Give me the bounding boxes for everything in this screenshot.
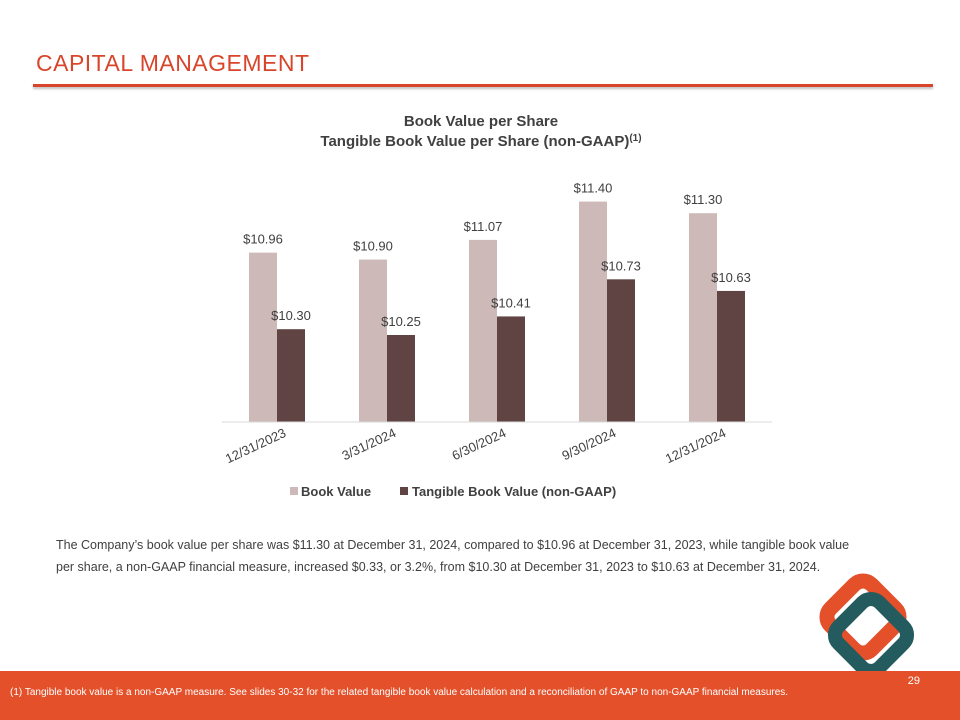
data-label-book-value-3: $11.40 — [574, 181, 613, 196]
data-label-tangible-book-value-4: $10.63 — [711, 270, 751, 285]
labels-layer: $10.96 $10.30 $10.90 $10.25 $11.07 $10.41 $11.… — [243, 181, 751, 329]
footnote: (1) Tangible book value is a non-GAAP me… — [10, 687, 789, 698]
data-label-book-value-0: $10.96 — [243, 232, 283, 247]
chart-subtitle-superscript: (1) — [629, 133, 641, 144]
bar-tangible-book-value-4 — [717, 290, 745, 422]
bar-book-value-4 — [689, 213, 717, 422]
bars-layer — [249, 201, 745, 422]
bar-tangible-book-value-3 — [607, 279, 635, 422]
bar-tangible-book-value-2 — [497, 316, 525, 422]
data-label-book-value-2: $11.07 — [464, 219, 503, 234]
chart-subtitle: Tangible Book Value per Share (non-GAAP)… — [320, 133, 641, 150]
summary-text: The Company’s book value per share was $… — [56, 538, 850, 574]
legend-swatch-tangible-book-value — [400, 487, 408, 495]
x-tick-label-0: 12/31/2023 — [223, 425, 288, 466]
x-tick-labels: 12/31/2023 3/31/2024 6/30/2024 9/30/2024 12/… — [223, 425, 728, 466]
legend-swatch-book-value — [290, 487, 298, 495]
data-label-book-value-1: $10.90 — [353, 239, 393, 254]
footer-bar: 29 (1) Tangible book value is a non-GAAP… — [0, 671, 960, 720]
x-tick-label-3: 9/30/2024 — [560, 425, 619, 463]
bar-tangible-book-value-1 — [387, 335, 415, 422]
x-tick-label-4: 12/31/2024 — [663, 425, 728, 466]
data-label-tangible-book-value-3: $10.73 — [601, 258, 641, 273]
data-label-tangible-book-value-2: $10.41 — [491, 295, 531, 310]
bar-book-value-0 — [249, 252, 277, 422]
data-label-book-value-4: $11.30 — [684, 192, 723, 207]
x-tick-label-2: 6/30/2024 — [450, 425, 509, 463]
legend-label-book-value: Book Value — [301, 484, 371, 499]
bar-chart: Book Value per Share Tangible Book Value… — [222, 113, 772, 499]
bar-book-value-2 — [469, 239, 497, 422]
legend-label-tangible-book-value: Tangible Book Value (non-GAAP) — [412, 484, 616, 499]
legend: Book Value Tangible Book Value (non-GAAP… — [290, 484, 616, 499]
bar-book-value-3 — [579, 201, 607, 422]
company-logo — [819, 573, 915, 679]
chart-subtitle-text: Tangible Book Value per Share (non-GAAP) — [320, 133, 629, 150]
page-title: CAPITAL MANAGEMENT — [36, 50, 310, 76]
data-label-tangible-book-value-1: $10.25 — [381, 314, 421, 329]
data-label-tangible-book-value-0: $10.30 — [271, 308, 311, 323]
bar-tangible-book-value-0 — [277, 329, 305, 422]
x-tick-label-1: 3/31/2024 — [340, 425, 399, 463]
logo-teal-diamond — [827, 591, 915, 679]
chart-title: Book Value per Share — [404, 113, 558, 130]
title-divider — [33, 84, 933, 87]
bar-book-value-1 — [359, 259, 387, 422]
page-number: 29 — [907, 675, 920, 687]
